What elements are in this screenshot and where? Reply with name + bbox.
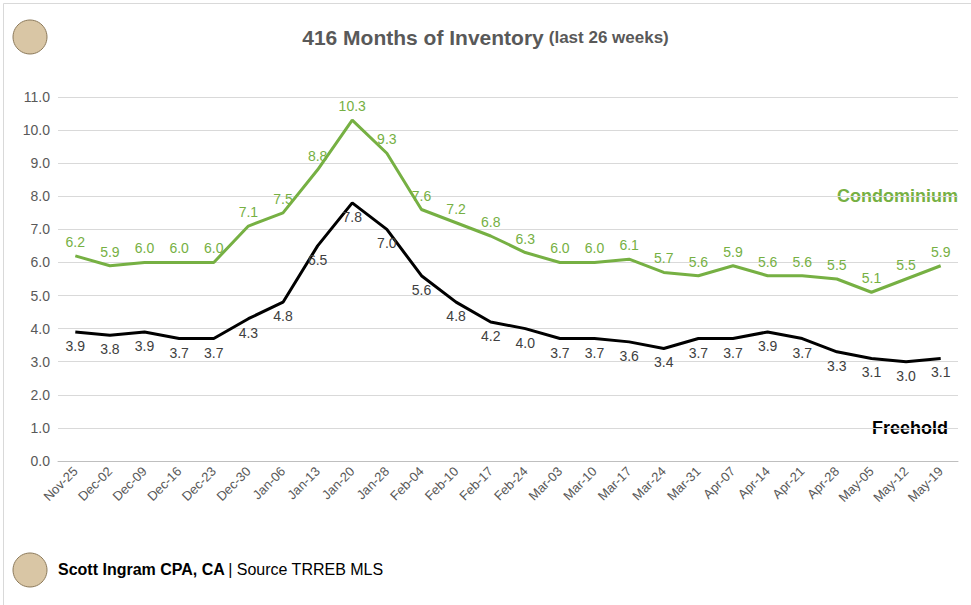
svg-text:7.0: 7.0	[31, 221, 51, 237]
svg-text:Jan-06: Jan-06	[250, 464, 289, 503]
svg-text:9.3: 9.3	[377, 131, 397, 147]
svg-text:May-05: May-05	[836, 464, 877, 505]
svg-text:3.9: 3.9	[66, 338, 86, 354]
svg-text:1.0: 1.0	[31, 420, 51, 436]
svg-text:7.6: 7.6	[412, 188, 432, 204]
svg-text:5.9: 5.9	[100, 244, 120, 260]
svg-text:3.0: 3.0	[896, 368, 916, 384]
svg-text:Mar-03: Mar-03	[526, 464, 566, 504]
svg-text:6.1: 6.1	[619, 237, 639, 253]
svg-text:5.1: 5.1	[862, 270, 882, 286]
svg-text:Condominium: Condominium	[837, 186, 958, 206]
svg-text:8.8: 8.8	[308, 148, 328, 164]
svg-text:7.1: 7.1	[239, 204, 259, 220]
svg-text:3.3: 3.3	[827, 358, 847, 374]
svg-text:10.0: 10.0	[23, 122, 50, 138]
svg-text:Jan-28: Jan-28	[353, 464, 392, 503]
svg-text:11.0: 11.0	[24, 89, 50, 105]
svg-text:Jan-20: Jan-20	[319, 464, 358, 503]
svg-text:Dec-02: Dec-02	[75, 464, 115, 504]
svg-text:3.9: 3.9	[758, 338, 778, 354]
svg-text:5.0: 5.0	[31, 288, 51, 304]
svg-text:3.6: 3.6	[619, 348, 639, 364]
svg-text:Dec-16: Dec-16	[144, 464, 184, 504]
svg-text:6.0: 6.0	[204, 240, 224, 256]
svg-text:3.7: 3.7	[585, 345, 605, 361]
svg-text:9.0: 9.0	[31, 155, 51, 171]
svg-text:Apr-14: Apr-14	[735, 464, 773, 502]
svg-text:3.1: 3.1	[862, 364, 882, 380]
svg-text:3.7: 3.7	[723, 345, 743, 361]
svg-text:7.0: 7.0	[377, 235, 397, 251]
svg-text:Apr-07: Apr-07	[700, 464, 738, 502]
svg-text:5.6: 5.6	[689, 254, 709, 270]
svg-text:5.6: 5.6	[792, 254, 812, 270]
svg-text:3.7: 3.7	[169, 345, 189, 361]
svg-text:May-12: May-12	[870, 464, 911, 505]
svg-text:Feb-10: Feb-10	[422, 464, 462, 504]
svg-text:3.7: 3.7	[792, 345, 812, 361]
svg-text:Mar-17: Mar-17	[595, 464, 635, 504]
svg-text:(last 26 weeks): (last 26 weeks)	[549, 28, 669, 47]
svg-text:4.0: 4.0	[31, 321, 51, 337]
svg-text:6.0: 6.0	[31, 254, 51, 270]
svg-text:Dec-09: Dec-09	[110, 464, 150, 504]
svg-text:Mar-10: Mar-10	[560, 464, 600, 504]
svg-text:5.9: 5.9	[931, 244, 951, 260]
svg-text:May-19: May-19	[905, 464, 946, 505]
svg-text:7.2: 7.2	[446, 201, 466, 217]
svg-text:Nov-25: Nov-25	[40, 464, 80, 504]
svg-text:0.0: 0.0	[31, 453, 51, 469]
svg-text:Scott Ingram CPA, CA: Scott Ingram CPA, CA	[58, 561, 225, 578]
svg-text:3.8: 3.8	[100, 341, 120, 357]
svg-text:10.3: 10.3	[339, 98, 366, 114]
svg-text:| Source TRREB MLS: | Source TRREB MLS	[228, 561, 383, 578]
svg-text:6.0: 6.0	[135, 240, 155, 256]
svg-text:Dec-30: Dec-30	[213, 464, 253, 504]
svg-text:4.8: 4.8	[446, 308, 466, 324]
svg-text:Apr-28: Apr-28	[804, 463, 843, 502]
svg-text:3.7: 3.7	[204, 345, 224, 361]
svg-text:6.0: 6.0	[550, 240, 570, 256]
svg-text:4.0: 4.0	[516, 335, 536, 351]
svg-text:416 Months of Inventory: 416 Months of Inventory	[302, 26, 544, 49]
svg-text:7.8: 7.8	[342, 209, 362, 225]
svg-text:Apr-21: Apr-21	[769, 464, 807, 502]
svg-text:5.7: 5.7	[654, 250, 674, 266]
svg-text:3.7: 3.7	[689, 345, 709, 361]
svg-text:3.4: 3.4	[654, 354, 674, 370]
svg-text:6.3: 6.3	[516, 231, 536, 247]
svg-text:Dec-23: Dec-23	[179, 464, 219, 504]
svg-text:6.5: 6.5	[308, 252, 328, 268]
svg-text:6.8: 6.8	[481, 214, 501, 230]
svg-text:3.1: 3.1	[931, 364, 951, 380]
svg-text:5.5: 5.5	[896, 257, 916, 273]
svg-text:Jan-13: Jan-13	[284, 464, 323, 503]
svg-text:5.5: 5.5	[827, 257, 847, 273]
svg-text:5.6: 5.6	[758, 254, 778, 270]
svg-text:4.3: 4.3	[239, 325, 259, 341]
svg-text:6.0: 6.0	[169, 240, 189, 256]
svg-text:Mar-31: Mar-31	[664, 464, 704, 504]
svg-text:Feb-04: Feb-04	[387, 464, 427, 504]
svg-text:3.9: 3.9	[135, 338, 155, 354]
svg-text:7.5: 7.5	[273, 191, 293, 207]
svg-text:4.2: 4.2	[481, 328, 501, 344]
svg-text:Feb-24: Feb-24	[491, 464, 531, 504]
svg-text:3.0: 3.0	[31, 354, 51, 370]
svg-text:Freehold: Freehold	[872, 418, 948, 438]
svg-text:Mar-24: Mar-24	[629, 464, 669, 504]
svg-text:4.8: 4.8	[273, 308, 293, 324]
svg-text:2.0: 2.0	[31, 387, 51, 403]
svg-text:5.6: 5.6	[412, 282, 432, 298]
svg-text:8.0: 8.0	[31, 188, 51, 204]
svg-text:6.2: 6.2	[66, 234, 86, 250]
svg-text:5.9: 5.9	[723, 244, 743, 260]
svg-text:Feb-17: Feb-17	[456, 464, 496, 504]
svg-text:6.0: 6.0	[585, 240, 605, 256]
svg-text:3.7: 3.7	[550, 345, 570, 361]
